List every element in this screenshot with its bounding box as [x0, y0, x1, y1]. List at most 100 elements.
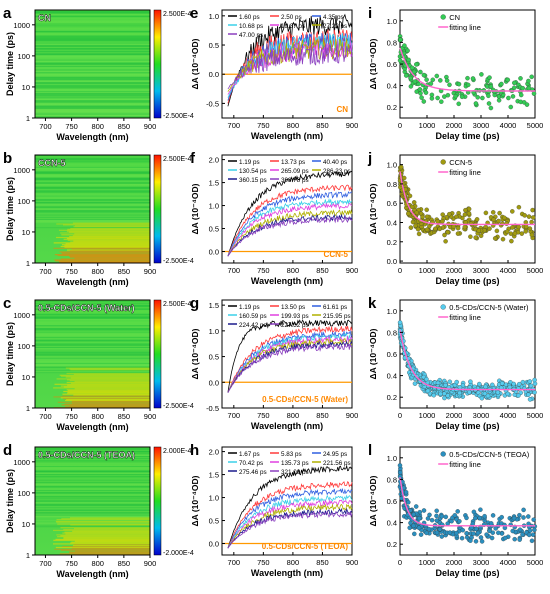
colorbar-max-label: 2.500E-4	[163, 301, 192, 308]
heatmap-streak	[35, 172, 150, 174]
heatmap-streak	[35, 301, 150, 303]
data-point	[445, 92, 451, 98]
y-tick-label: 1.0	[387, 161, 397, 170]
heatmap-streak	[54, 548, 150, 550]
heatmap-streak	[35, 363, 150, 365]
sample-label: CN	[38, 13, 51, 23]
heatmap-streak	[63, 537, 150, 539]
data-point	[529, 74, 534, 80]
heatmap-streak	[35, 162, 150, 164]
fit-line	[399, 330, 535, 391]
data-point	[518, 92, 524, 98]
heatmap-streak	[35, 186, 150, 188]
heatmap-streak	[35, 109, 150, 112]
heatmap-streak	[35, 474, 150, 476]
legend-marker	[440, 14, 446, 20]
heatmap-streak	[35, 519, 150, 522]
x-tick-label: 3000	[473, 411, 490, 420]
x-tick-label: 1000	[419, 266, 436, 275]
heatmap-streak	[35, 300, 150, 303]
data-point	[442, 232, 447, 238]
series-line-3	[227, 197, 353, 257]
heatmap-streak	[35, 313, 150, 315]
data-point	[493, 526, 498, 531]
x-tick-label: 750	[257, 266, 270, 275]
x-axis-label: Wavelength (nm)	[251, 276, 323, 286]
heatmap-streak	[35, 469, 150, 471]
data-point	[408, 84, 414, 89]
heatmap-streak	[35, 90, 150, 92]
heatmap-streak	[69, 552, 150, 554]
heatmap-streak	[35, 35, 150, 37]
heatmap-streak	[35, 156, 150, 158]
y-axis-label: ΔA (10⁻⁴OD)	[368, 38, 378, 89]
y-tick-label: 0.6	[387, 199, 397, 208]
heatmap-streak	[71, 248, 150, 250]
data-point	[529, 538, 535, 544]
data-point	[445, 229, 451, 235]
heatmap-streak	[54, 259, 150, 261]
heatmap-streak	[35, 47, 150, 49]
data-point	[531, 517, 536, 522]
data-point	[510, 225, 515, 230]
heatmap-streak	[35, 212, 150, 214]
heatmap-streak	[35, 468, 150, 470]
legend-label: 130.54 ps	[239, 168, 267, 175]
y-tick-label: 1.0	[209, 12, 219, 21]
y-tick-label: 0.5	[209, 353, 219, 362]
heatmap-streak	[35, 302, 150, 304]
data-point	[480, 95, 485, 101]
heatmap-streak	[53, 396, 150, 398]
legend-label: fitting line	[449, 460, 481, 469]
heatmap-streak	[35, 76, 150, 78]
series-line-2	[227, 191, 353, 257]
data-point	[402, 43, 407, 48]
heatmap-streak	[35, 503, 150, 505]
colorbar-min-label: -2.500E-4	[163, 258, 194, 265]
heatmap-streak	[35, 493, 150, 495]
heatmap-streak	[35, 51, 150, 53]
legend-label: 24.95 ps	[323, 451, 347, 458]
y-tick-label: 0.8	[387, 38, 397, 47]
series-line-6	[227, 44, 353, 90]
heatmap-streak	[35, 78, 150, 80]
heatmap-streak	[69, 380, 150, 382]
heatmap-streak	[35, 506, 150, 508]
heatmap-streak	[60, 549, 151, 551]
legend-label: 360.15 ps	[239, 177, 267, 184]
data-point	[468, 221, 474, 226]
data-point	[516, 204, 522, 210]
heatmap-streak	[35, 460, 150, 462]
legend-label: CCN-5	[449, 158, 472, 167]
heatmap-streak	[69, 517, 150, 519]
heatmap-streak	[35, 492, 150, 494]
data-point	[430, 77, 436, 83]
y-tick-label: 1.0	[387, 307, 397, 316]
x-tick-label: 4000	[500, 121, 517, 130]
data-point	[453, 93, 458, 99]
y-axis-label: ΔA (10⁻⁴OD)	[190, 38, 200, 89]
x-tick-label: 0	[398, 266, 402, 275]
heatmap-streak	[35, 98, 150, 100]
data-point	[434, 513, 439, 519]
data-point	[494, 228, 500, 234]
series-line-5	[227, 337, 353, 393]
series-line-0	[227, 464, 353, 549]
heatmap-streak	[35, 170, 150, 172]
heatmap-streak	[35, 82, 150, 84]
data-point	[424, 227, 430, 232]
x-tick-label: 700	[228, 558, 241, 567]
heatmap-streak	[63, 528, 151, 531]
x-axis-label: Delay time (ps)	[435, 568, 499, 578]
data-point	[433, 226, 438, 232]
x-axis-label: Delay time (ps)	[435, 131, 499, 141]
data-point	[397, 470, 403, 475]
y-tick-label: 0.0	[209, 540, 219, 549]
heatmap-streak	[60, 258, 150, 260]
legend-label: 398.78 ps	[281, 177, 309, 184]
heatmap-streak	[35, 155, 150, 158]
heatmap-streak	[35, 42, 150, 44]
heatmap-streak	[61, 252, 150, 254]
heatmap-streak	[73, 373, 150, 375]
heatmap-streak	[62, 224, 151, 226]
